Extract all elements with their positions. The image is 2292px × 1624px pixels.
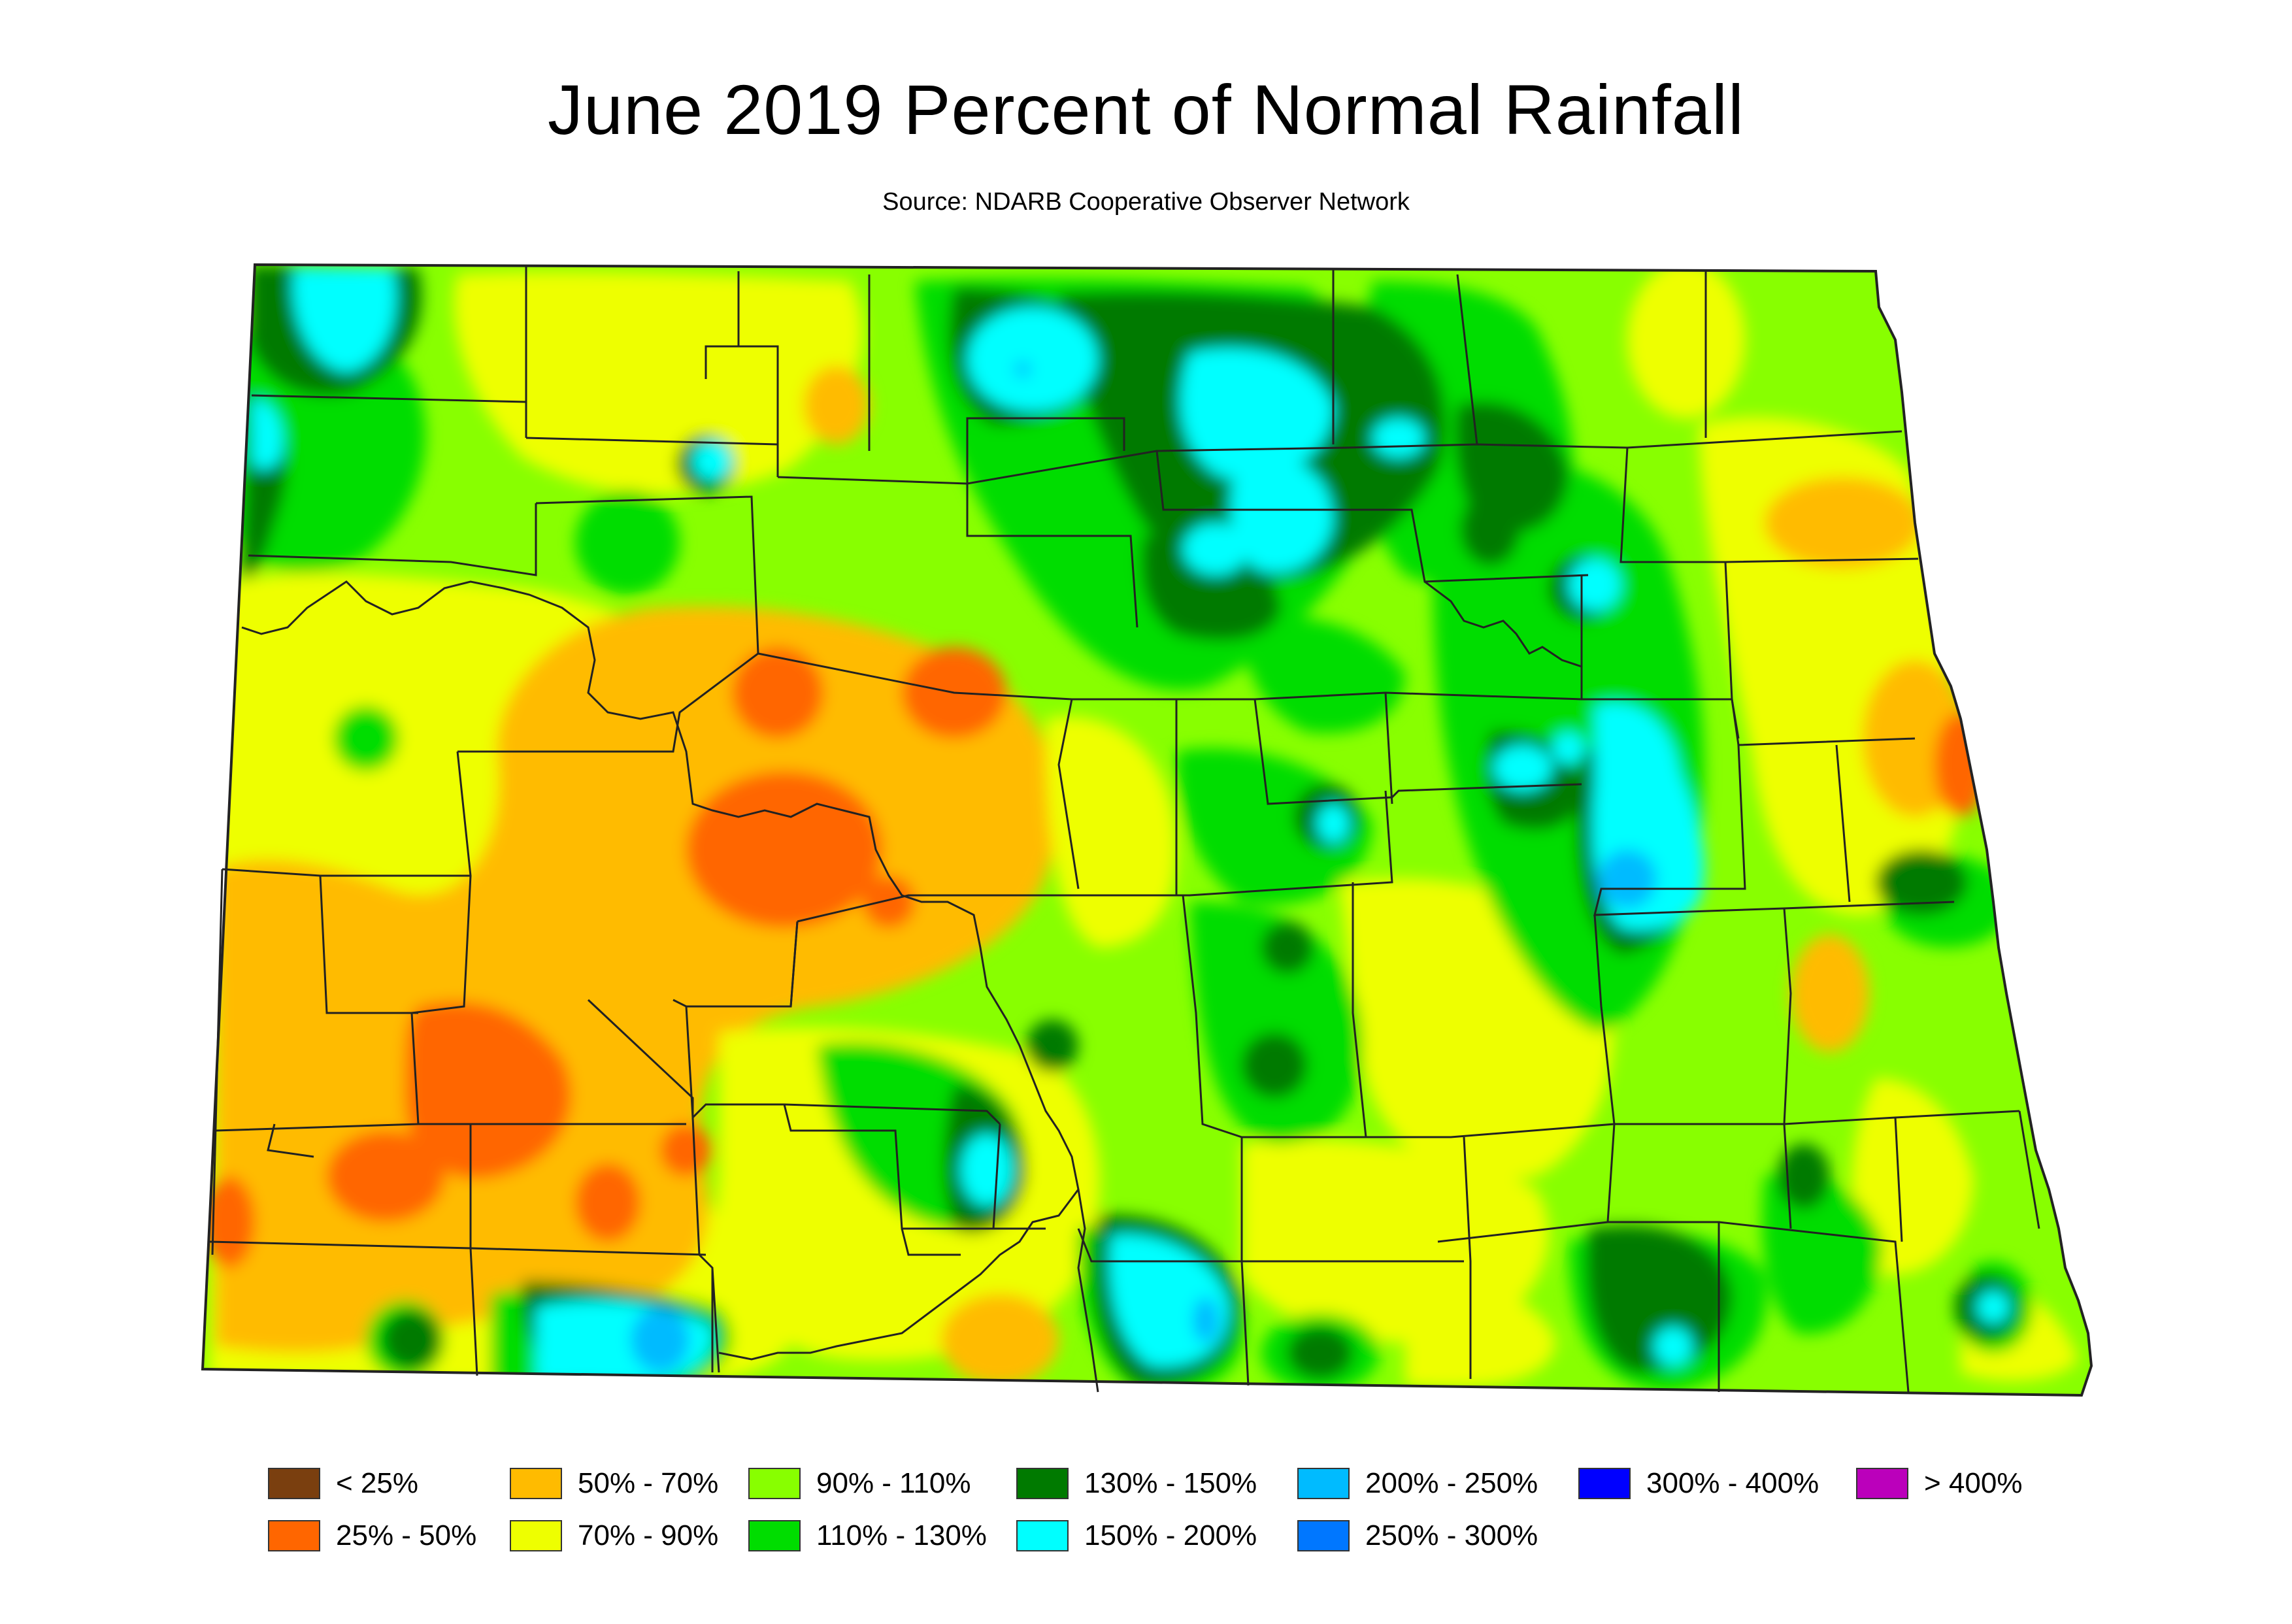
legend-item: < 25%	[268, 1464, 418, 1503]
legend-swatch	[1297, 1520, 1350, 1551]
legend-label: > 400%	[1924, 1467, 2023, 1499]
legend-label: 110% - 130%	[816, 1519, 987, 1551]
legend-swatch	[510, 1468, 562, 1499]
legend-swatch	[1856, 1468, 1908, 1499]
legend-swatch	[1016, 1468, 1069, 1499]
legend-item: 200% - 250%	[1297, 1464, 1538, 1503]
legend-swatch	[1578, 1468, 1631, 1499]
map-title: June 2019 Percent of Normal Rainfall	[548, 70, 1744, 149]
legend-swatch	[1297, 1468, 1350, 1499]
legend-item: 130% - 150%	[1016, 1464, 1257, 1503]
legend-swatch	[1016, 1520, 1069, 1551]
map-source: Source: NDARB Cooperative Observer Netwo…	[882, 188, 1410, 216]
legend-swatch	[510, 1520, 562, 1551]
legend-label: 90% - 110%	[816, 1467, 971, 1499]
legend-item: 250% - 300%	[1297, 1516, 1538, 1555]
legend-item: 25% - 50%	[268, 1516, 476, 1555]
legend-label: 200% - 250%	[1365, 1467, 1538, 1499]
rivers	[241, 580, 1582, 1393]
legend-swatch	[268, 1468, 320, 1499]
legend-label: 50% - 70%	[578, 1467, 719, 1499]
legend-label: 130% - 150%	[1084, 1467, 1257, 1499]
county-boundaries	[201, 263, 2093, 1397]
legend-label: 150% - 200%	[1084, 1519, 1257, 1551]
legend-label: 300% - 400%	[1646, 1467, 1819, 1499]
legend-swatch	[748, 1468, 801, 1499]
legend-item: 90% - 110%	[748, 1464, 971, 1503]
rainfall-field	[203, 265, 2091, 1395]
legend-label: 70% - 90%	[578, 1519, 719, 1551]
legend-item: 50% - 70%	[510, 1464, 718, 1503]
legend-item: > 400%	[1856, 1464, 2022, 1503]
map-legend: < 25% 25% - 50% 50% - 70% 70% - 90% 90% …	[0, 1464, 2292, 1595]
legend-label: 250% - 300%	[1365, 1519, 1538, 1551]
legend-swatch	[748, 1520, 801, 1551]
legend-item: 300% - 400%	[1578, 1464, 1819, 1503]
legend-item: 110% - 130%	[748, 1516, 987, 1555]
legend-item: 150% - 200%	[1016, 1516, 1257, 1555]
legend-label: < 25%	[336, 1467, 418, 1499]
legend-item: 70% - 90%	[510, 1516, 718, 1555]
legend-label: 25% - 50%	[336, 1519, 477, 1551]
legend-swatch	[268, 1520, 320, 1551]
